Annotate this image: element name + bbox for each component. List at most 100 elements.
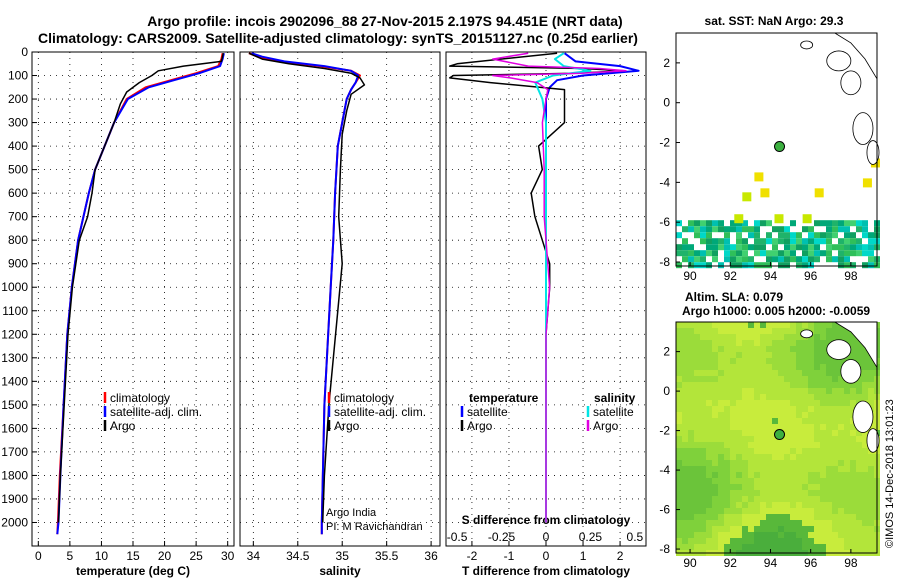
sla-cell: [724, 460, 730, 466]
sla-cell: [856, 436, 862, 442]
sla-cell: [802, 382, 808, 388]
sla-cell: [760, 454, 766, 460]
sla-cell: [718, 532, 724, 538]
sla-cell: [676, 346, 682, 352]
sla-cell: [688, 364, 694, 370]
sla-cell: [688, 454, 694, 460]
sla-cell: [742, 334, 748, 340]
tdiff-satellite-line: [545, 52, 640, 523]
sla-cell: [730, 322, 736, 328]
sla-cell: [706, 508, 712, 514]
sla-cell: [796, 406, 802, 412]
sla-cell: [862, 496, 868, 502]
sla-cell: [784, 352, 790, 358]
sst-cell: [766, 262, 772, 269]
sla-cell: [820, 484, 826, 490]
sla-cell: [868, 520, 874, 526]
sla-cell: [760, 484, 766, 490]
sla-cell: [802, 412, 808, 418]
sla-cell: [772, 460, 778, 466]
sla-cell: [766, 376, 772, 382]
sla-cell: [712, 328, 718, 334]
sla-cell: [724, 436, 730, 442]
sla-cell: [718, 400, 724, 406]
sla-cell: [748, 370, 754, 376]
sla-cell: [730, 532, 736, 538]
sla-cell: [790, 322, 796, 328]
sst-cell: [784, 244, 790, 251]
sla-cell: [718, 364, 724, 370]
sla-cell: [820, 328, 826, 334]
sla-cell: [760, 532, 766, 538]
sla-cell: [856, 538, 862, 544]
sla-cell: [826, 412, 832, 418]
sla-cell: [772, 424, 778, 430]
sla-cell: [754, 484, 760, 490]
sla-cell: [712, 502, 718, 508]
sla-cell: [868, 508, 874, 514]
sla-cell: [802, 370, 808, 376]
sla-cell: [712, 484, 718, 490]
sst-cell: [682, 244, 688, 251]
sla-cell: [718, 460, 724, 466]
sla-cell: [844, 418, 850, 424]
sla-cell: [772, 388, 778, 394]
sst-cell: [838, 244, 844, 251]
sla-cell: [772, 436, 778, 442]
sla-cell: [718, 430, 724, 436]
sla-cell: [844, 508, 850, 514]
sst-cell: [784, 262, 790, 269]
sla-cell: [790, 388, 796, 394]
sla-cell: [784, 502, 790, 508]
sla-cell: [754, 406, 760, 412]
sla-cell: [826, 382, 832, 388]
salinity-xtick-label: 35.5: [375, 549, 399, 563]
sst-cell: [778, 262, 784, 269]
sla-cell: [718, 322, 724, 328]
sla-cell: [718, 406, 724, 412]
sla-cell: [790, 448, 796, 454]
sla-cell: [742, 514, 748, 520]
sla-cell: [838, 400, 844, 406]
sla-cell: [826, 424, 832, 430]
sla-cell: [688, 352, 694, 358]
sla-cell: [754, 508, 760, 514]
sla-cell: [742, 364, 748, 370]
sst-warm-cell: [774, 214, 784, 224]
sla-cell: [676, 448, 682, 454]
sst-cell: [694, 220, 700, 227]
sla-cell: [820, 544, 826, 550]
sla-cell: [748, 478, 754, 484]
sla-cell: [748, 496, 754, 502]
sla-cell: [862, 370, 868, 376]
sla-cell: [850, 442, 856, 448]
sla-cell: [742, 346, 748, 352]
sla-cell: [718, 472, 724, 478]
sla-cell: [676, 370, 682, 376]
sla-cell: [802, 418, 808, 424]
salinity-frame: [239, 51, 441, 547]
sla-cell: [694, 430, 700, 436]
sla-cell: [748, 544, 754, 550]
sla-cell: [856, 514, 862, 520]
sla-cell: [784, 520, 790, 526]
sla-cell: [826, 388, 832, 394]
sla-cell: [730, 406, 736, 412]
sla-cell: [778, 346, 784, 352]
depth-tick-label: 1900: [1, 492, 28, 506]
sst-cell: [712, 238, 718, 245]
sla-cell: [748, 484, 754, 490]
argo-float-marker: [774, 141, 786, 153]
sla-cell: [832, 436, 838, 442]
sla-cell: [796, 508, 802, 514]
sst-cell: [694, 226, 700, 233]
sla-cell: [760, 502, 766, 508]
sla-cell: [694, 358, 700, 364]
sla-cell: [868, 460, 874, 466]
sla-cell: [700, 424, 706, 430]
sla-cell: [724, 454, 730, 460]
sst-cell: [784, 250, 790, 257]
sla-cell: [760, 364, 766, 370]
sst-cell: [802, 244, 808, 251]
sla-cell: [766, 430, 772, 436]
